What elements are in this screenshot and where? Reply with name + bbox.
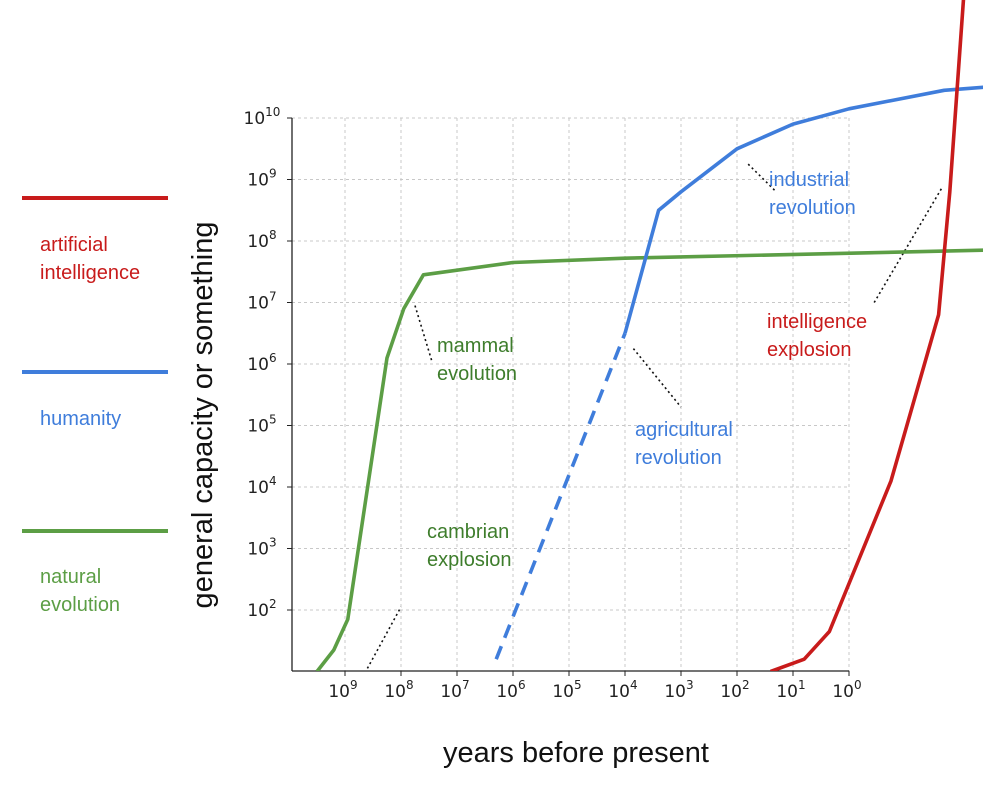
x-tick-label: 108 [384, 678, 413, 702]
legend-label-line: artificial [40, 234, 108, 256]
y-tick-label: 108 [247, 228, 276, 252]
legend-entry: humanity [22, 370, 168, 430]
x-tick-label: 104 [608, 678, 637, 702]
y-tick-label: 102 [247, 597, 276, 621]
annotation-text: cambrian explosion [427, 521, 512, 571]
legend-label-line: intelligence [40, 262, 140, 284]
y-tick-label: 109 [247, 167, 276, 191]
series-line-dashed [494, 332, 627, 660]
x-tick-label: 105 [552, 678, 581, 702]
grid [292, 117, 850, 671]
legend-entry: artificial intelligence [22, 196, 168, 284]
legend-label: humanity [40, 408, 121, 430]
annotation-line: revolution [769, 197, 856, 219]
annotation-text: industrial revolution [769, 169, 856, 219]
annotations: cambrian explosion mammal evolution agricult… [427, 169, 867, 571]
series-line [315, 248, 983, 671]
legend-label: artificial intelligence [40, 234, 140, 284]
series-line [769, 0, 966, 671]
y-tick-label: 1010 [244, 105, 281, 129]
legend-label-line: evolution [40, 594, 120, 616]
annotation-line: intelligence [767, 311, 867, 333]
annotation-text: intelligence explosion [767, 311, 867, 361]
annotation-line: mammal [437, 335, 514, 357]
series-lines [315, 0, 983, 671]
annotation-line: evolution [437, 363, 517, 385]
annotation-text: agricultural revolution [635, 419, 733, 469]
y-tick-label: 106 [247, 351, 276, 375]
legend-label-line: humanity [40, 408, 121, 430]
x-tick-label: 101 [776, 678, 805, 702]
x-axis-label: years before present [443, 737, 709, 769]
annotation-line: revolution [635, 447, 722, 469]
annotation-pointer [747, 163, 777, 193]
legend-label-line: natural [40, 566, 101, 588]
legend-entry: natural evolution [22, 529, 168, 616]
x-tick-label: 109 [328, 678, 357, 702]
annotation-line: explosion [767, 339, 852, 361]
y-tick-label: 103 [247, 536, 276, 560]
series-artificial-intelligence [769, 0, 966, 671]
series-line [623, 85, 983, 334]
x-tick-label: 102 [720, 678, 749, 702]
annotation-pointers [366, 163, 943, 669]
y-tick-label: 104 [247, 474, 276, 498]
annotation-pointer [873, 188, 943, 303]
legend: artificial intelligence humanity natural evo… [22, 196, 168, 616]
annotation-line: cambrian [427, 521, 509, 543]
series-humanity [494, 85, 983, 660]
axes [291, 118, 849, 672]
y-tick-label: 107 [247, 290, 276, 314]
x-tick-label: 107 [440, 678, 469, 702]
series-natural-evolution [315, 248, 983, 671]
legend-label: natural evolution [40, 566, 120, 616]
annotation-pointer [366, 606, 402, 669]
tick-labels: 109 108 107 106 105 104 103 102 101 100 102 103 104 1… [244, 105, 862, 702]
x-tick-label: 103 [664, 678, 693, 702]
y-tick-label: 105 [247, 413, 276, 437]
y-axis-label: general capacity or something [187, 222, 219, 609]
annotation-pointer [632, 348, 682, 408]
annotation-text: mammal evolution [437, 335, 517, 385]
annotation-line: explosion [427, 549, 512, 571]
x-tick-label: 100 [832, 678, 861, 702]
annotation-line: agricultural [635, 419, 733, 441]
annotation-pointer [414, 305, 433, 362]
x-tick-label: 106 [496, 678, 525, 702]
annotation-line: industrial [769, 169, 849, 191]
